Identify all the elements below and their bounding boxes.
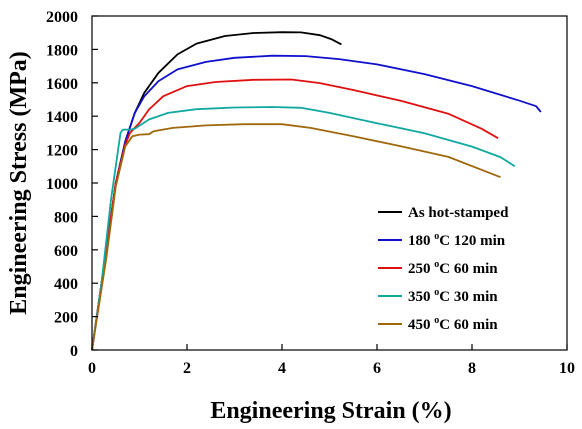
y-tick-label: 1800 [46,42,78,59]
legend: As hot-stamped 180 oC 120 min 250 oC 60 mi… [378,205,509,333]
y-tick-label: 400 [54,276,78,293]
x-tick-label: 6 [373,360,381,377]
y-tick-label: 800 [54,209,78,226]
legend-item: 180 oC 120 min [378,231,506,249]
series-line-4 [91,106,516,351]
y-tick-label: 1400 [46,109,78,126]
y-axis-title: Engineering Stress (MPa) [6,51,32,315]
series-line-2 [91,54,542,351]
y-tick-label: 1000 [46,176,78,193]
y-tick-label: 1600 [46,76,78,93]
y-tick-label: 2000 [46,9,78,26]
x-tick-label: 8 [468,360,476,377]
series-layer [91,31,542,351]
legend-label: 350 oC 30 min [408,287,498,305]
legend-label: As hot-stamped [408,205,509,221]
series-line-5 [91,123,501,351]
series-line-1 [91,31,342,351]
legend-item: 450 oC 60 min [378,315,498,333]
legend-label: 180 oC 120 min [408,231,506,249]
legend-item: 250 oC 60 min [378,259,498,277]
ticks-layer: 0 2 4 6 8 10 0 200 400 600 800 1000 1200 1400 1600 1800… [46,9,575,377]
x-tick-label: 4 [278,360,286,377]
x-tick-label: 10 [559,360,575,377]
legend-label: 250 oC 60 min [408,259,498,277]
legend-item: As hot-stamped [378,205,509,221]
x-tick-label: 2 [183,360,191,377]
legend-label: 450 oC 60 min [408,315,498,333]
y-tick-label: 200 [54,310,78,327]
legend-item: 350 oC 30 min [378,287,498,305]
y-tick-label: 600 [54,243,78,260]
y-tick-label: 0 [70,343,78,360]
y-tick-label: 1200 [46,143,78,160]
x-tick-label: 0 [88,360,96,377]
x-axis-title: Engineering Strain (%) [210,398,451,424]
